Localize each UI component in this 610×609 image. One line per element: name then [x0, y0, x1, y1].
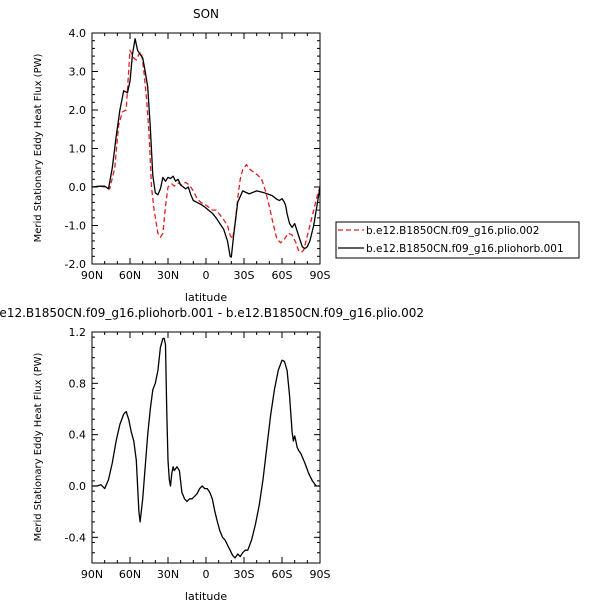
top-x-tick-label: 0 — [203, 269, 210, 282]
bottom-y-tick-label: -0.4 — [65, 531, 86, 544]
bottom-x-tick-label: 30N — [157, 568, 179, 581]
bottom-x-axis-label: latitude — [185, 590, 227, 603]
bottom-y-tick-label: 0.4 — [69, 429, 87, 442]
bottom-y-tick-label: 0.0 — [69, 480, 87, 493]
bottom-x-tick-label: 60S — [272, 568, 293, 581]
top-x-tick-label: 60S — [272, 269, 293, 282]
top-panel: SON 90N 60N 30N 0 30S 60S 90S -2.0 -1.0 0.0 1.0 2.0… — [33, 7, 331, 304]
top-y-tick-label: 2.0 — [69, 104, 87, 117]
bottom-x-tick-label: 90N — [81, 568, 103, 581]
legend-label-pliohorb: b.e12.B1850CN.f09_g16.pliohorb.001 — [366, 243, 564, 255]
top-y-tick-label: 4.0 — [69, 27, 87, 40]
top-y-axis-label: Merid Stationary Eddy Heat Flux (PW) — [33, 54, 44, 243]
top-y-tick-label: -1.0 — [65, 220, 86, 233]
top-y-tick-label: -2.0 — [65, 258, 86, 271]
legend-label-plio: b.e12.B1850CN.f09_g16.plio.002 — [366, 225, 539, 237]
top-x-axis-label: latitude — [185, 291, 227, 304]
bottom-series-line-0 — [92, 337, 320, 559]
top-x-tick-label: 30N — [157, 269, 179, 282]
bottom-chart-title: b.e12.B1850CN.f09_g16.pliohorb.001 - b.e… — [0, 306, 424, 320]
top-series-layer — [91, 38, 321, 258]
bottom-y-tick-label: 0.8 — [69, 377, 87, 390]
bottom-y-axis-label: Merid Stationary Eddy Heat Flux (PW) — [33, 353, 44, 542]
bottom-axis-ticks: 90N 60N 30N 0 30S 60S 90S -0.4 0.0 0.4 0.8 1.2 — [65, 326, 331, 581]
top-series-line-0 — [91, 49, 321, 254]
top-series-line-1 — [91, 38, 321, 258]
bottom-panel: b.e12.B1850CN.f09_g16.pliohorb.001 - b.e… — [0, 306, 424, 603]
top-x-tick-label: 90S — [310, 269, 331, 282]
top-chart-title: SON — [193, 7, 219, 21]
legend: b.e12.B1850CN.f09_g16.plio.002 b.e12.B18… — [335, 221, 580, 259]
top-y-tick-label: 0.0 — [69, 181, 87, 194]
top-y-tick-label: 1.0 — [69, 143, 87, 156]
top-y-tick-label: 3.0 — [69, 66, 87, 79]
bottom-x-tick-label: 60N — [119, 568, 141, 581]
top-x-tick-label: 90N — [81, 269, 103, 282]
bottom-y-tick-label: 1.2 — [69, 326, 87, 339]
top-x-tick-label: 30S — [234, 269, 255, 282]
top-axis-ticks: 90N 60N 30N 0 30S 60S 90S -2.0 -1.0 0.0 1.0 2.0 3.0 4… — [65, 27, 331, 282]
bottom-x-tick-label: 0 — [203, 568, 210, 581]
top-x-tick-label: 60N — [119, 269, 141, 282]
bottom-series-layer — [92, 337, 320, 559]
bottom-x-tick-label: 30S — [234, 568, 255, 581]
top-plot-frame — [91, 32, 321, 265]
bottom-x-tick-label: 90S — [310, 568, 331, 581]
legend-box — [335, 221, 580, 259]
